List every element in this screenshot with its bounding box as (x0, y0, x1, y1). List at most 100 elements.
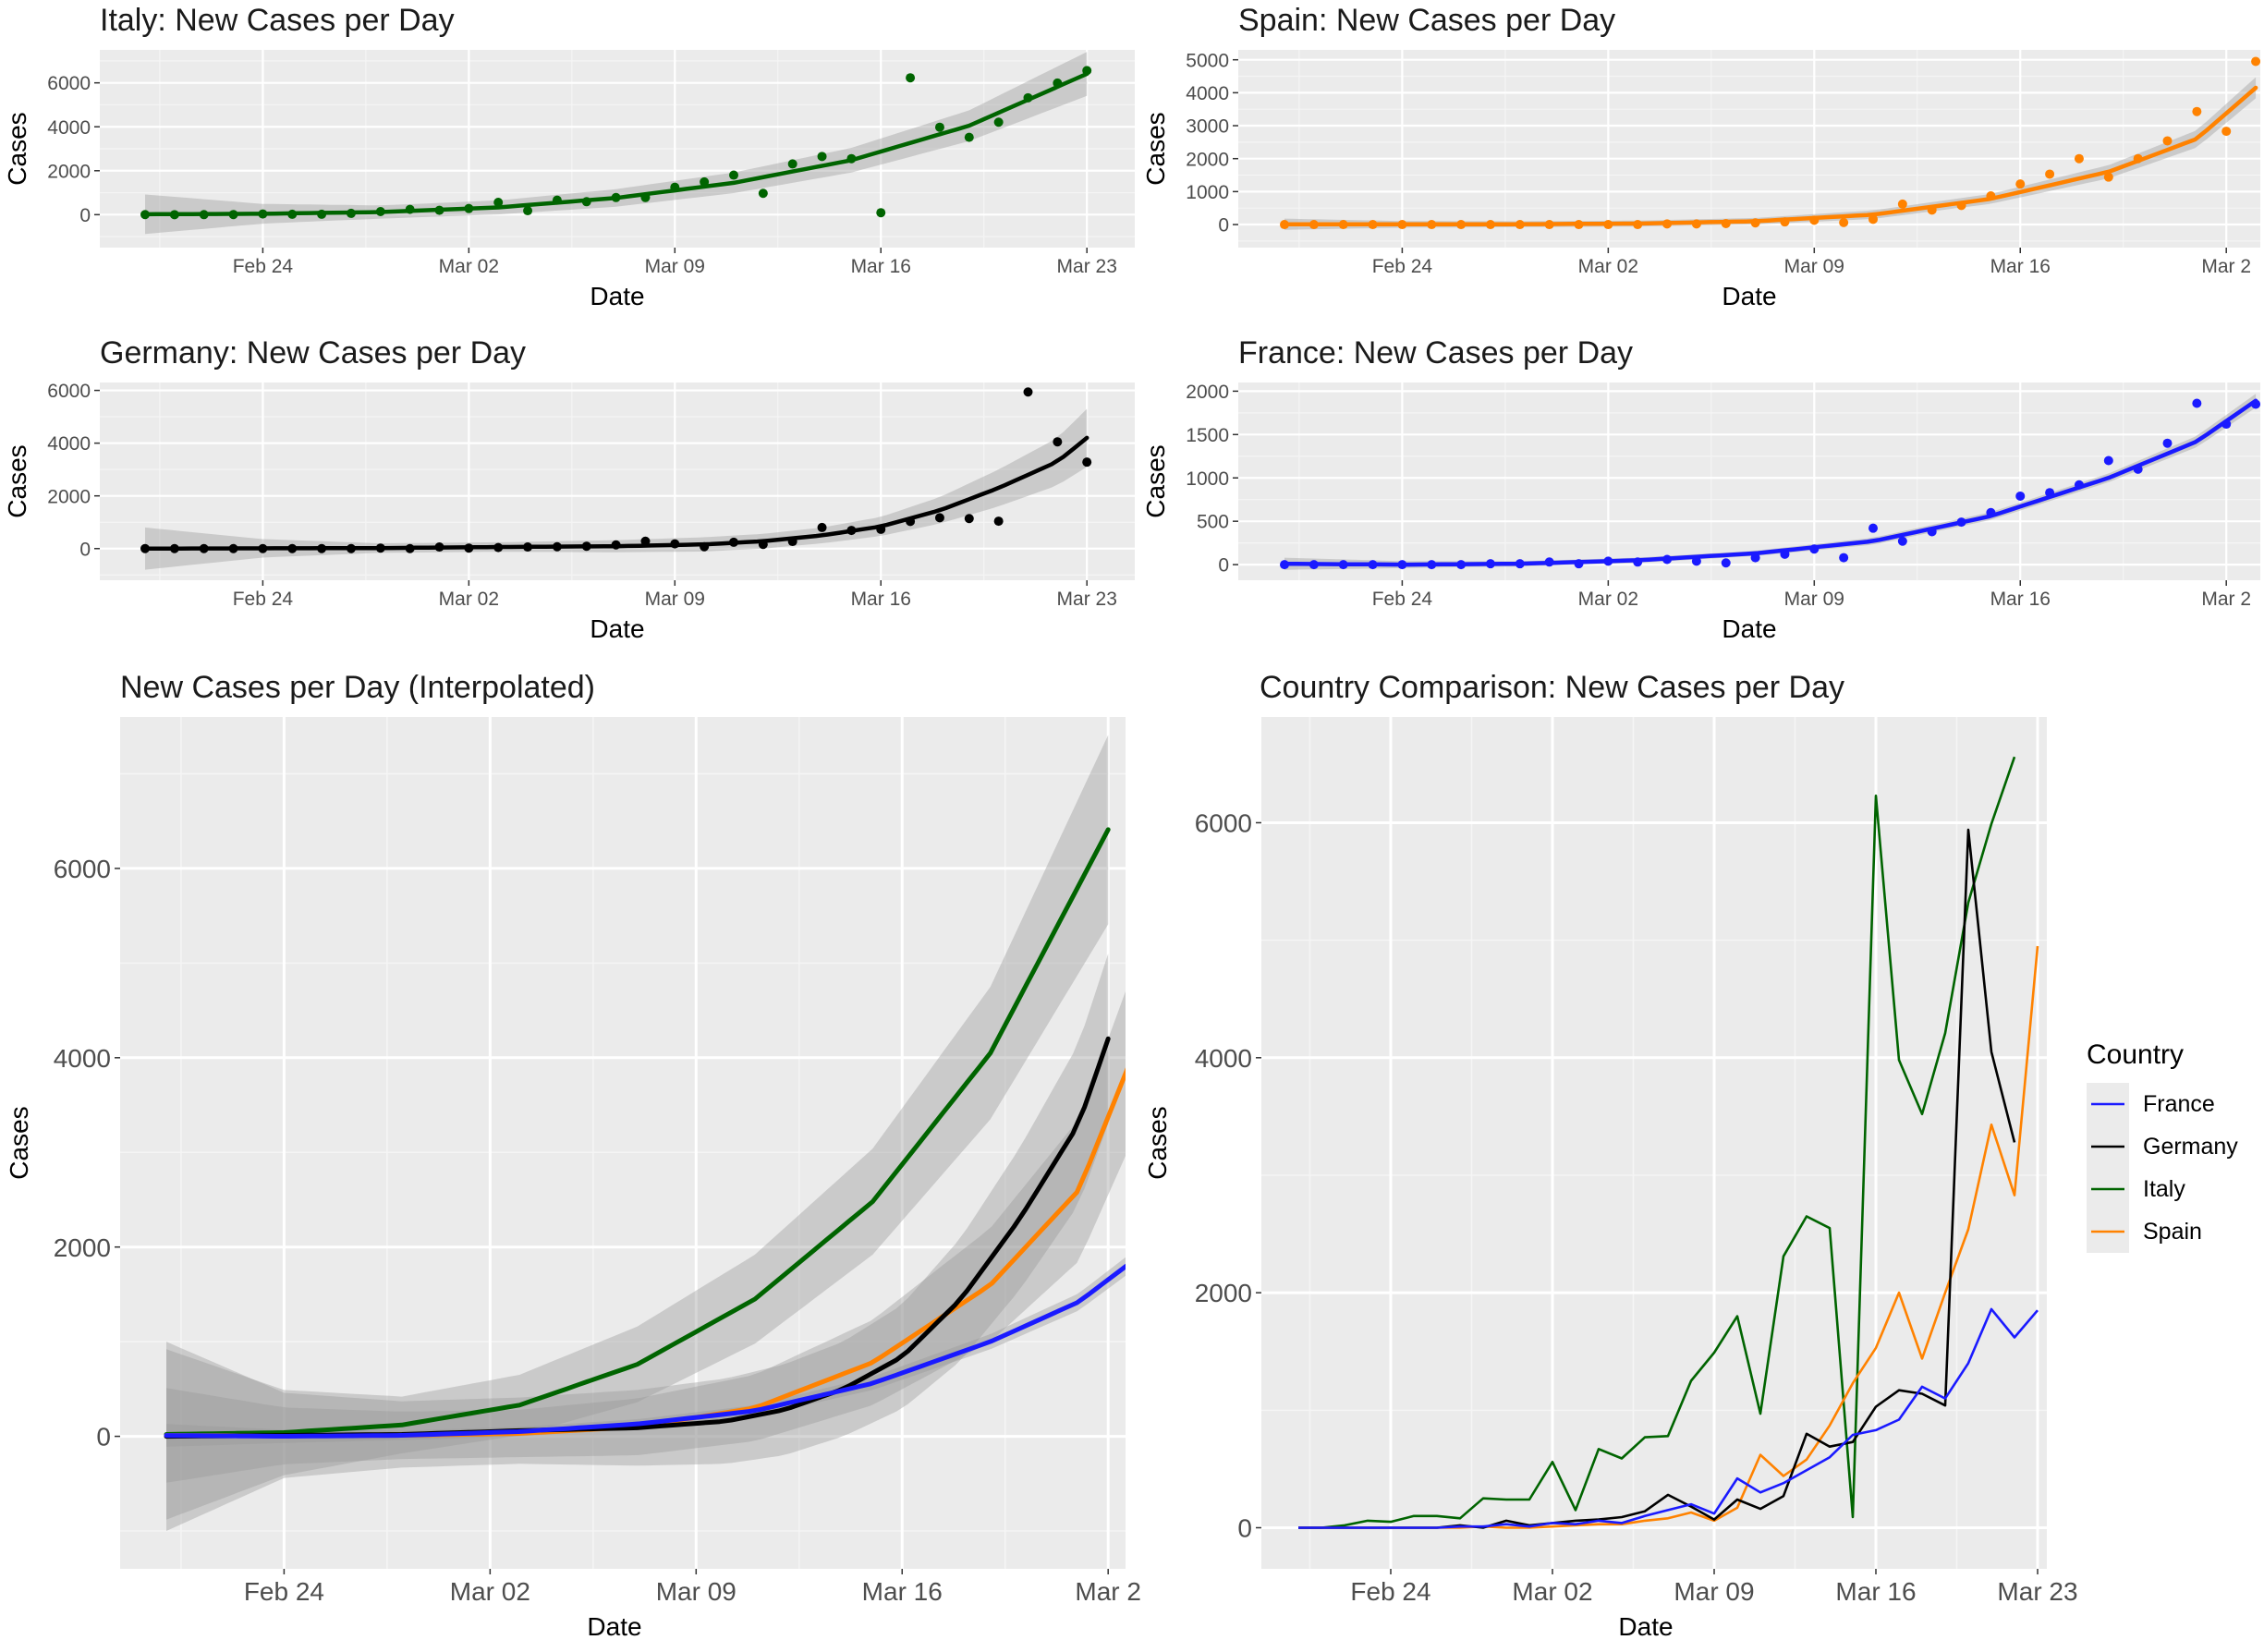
data-point (1839, 553, 1849, 563)
y-tick-label: 2000 (1186, 382, 1229, 403)
y-tick-label: 500 (1197, 512, 1229, 533)
series-line-italy (1298, 756, 2016, 1529)
y-axis-title: Cases (5, 1106, 33, 1179)
y-axis-title: Cases (1141, 112, 1170, 185)
data-point (1023, 387, 1033, 397)
y-tick-label: 2000 (54, 1233, 111, 1262)
data-point (1082, 457, 1092, 468)
x-tick-label: Mar 02 (439, 589, 499, 610)
y-tick-label: 4000 (1195, 1044, 1252, 1073)
y-tick-label: 2000 (1195, 1279, 1252, 1307)
data-point (2103, 456, 2113, 466)
y-tick-label: 0 (79, 539, 91, 560)
x-tick-label: Mar 09 (1784, 256, 1844, 277)
x-tick-label: Mar 09 (645, 256, 705, 277)
y-tick-label: 6000 (47, 73, 91, 94)
plot-area (1298, 756, 2039, 1529)
confidence-band-spain (166, 990, 1126, 1483)
data-point (2162, 438, 2173, 448)
y-axis-title: Cases (3, 444, 31, 517)
data-point (876, 208, 886, 218)
y-axis-title: Cases (3, 112, 31, 185)
y-tick-label: 2000 (1186, 149, 1229, 170)
data-point (2103, 172, 2113, 182)
y-axis-title: Cases (1143, 1106, 1172, 1179)
trend-line (142, 71, 1089, 217)
x-tick-label: Mar 16 (1835, 1577, 1916, 1606)
y-tick-label: 1000 (1186, 182, 1229, 203)
data-point (493, 198, 504, 208)
x-tick-label: Mar 02 (1578, 589, 1638, 610)
x-tick-label: Feb 24 (233, 589, 294, 610)
data-point (993, 516, 1004, 527)
chart-title: Germany: New Cases per Day (100, 335, 526, 370)
data-point (1868, 523, 1878, 533)
chart-panel-spain: Feb 24 Mar 02 Mar 09 Mar 16 Mar 2 0 1000 2000 30… (1141, 3, 2260, 310)
y-axis-title: Cases (1141, 444, 1170, 517)
x-tick-label: Mar 16 (1990, 589, 2051, 610)
y-tick-label: 1000 (1186, 468, 1229, 490)
y-tick-label: 4000 (47, 117, 91, 139)
x-tick-label: Mar 09 (656, 1577, 736, 1606)
x-tick-label: Mar 16 (862, 1577, 943, 1606)
chart-panel-interpolated: Feb 24 Mar 02 Mar 09 Mar 16 Mar 2 0 2000 4000 60… (5, 670, 1141, 1641)
y-tick-label: 3000 (1186, 116, 1229, 138)
x-tick-label: Feb 24 (244, 1577, 324, 1606)
y-tick-label: 2000 (47, 486, 91, 507)
trend-line-italy (164, 827, 1111, 1437)
data-point (2074, 153, 2084, 164)
x-tick-label: Mar 09 (1674, 1577, 1754, 1606)
chart-title: France: New Cases per Day (1238, 335, 1633, 370)
series-line-france (1298, 1307, 2039, 1529)
data-point (2251, 56, 2260, 67)
chart-panel-france: Feb 24 Mar 02 Mar 09 Mar 16 Mar 2 0 500 1000 150… (1141, 335, 2260, 643)
x-tick-label: Mar 2 (2201, 589, 2251, 610)
x-tick-label: Mar 23 (1057, 589, 1117, 610)
data-point (934, 513, 944, 523)
data-point (1897, 199, 1907, 209)
data-point (2015, 179, 2026, 189)
y-tick-label: 4000 (54, 1044, 111, 1073)
data-point (758, 188, 768, 199)
y-tick-label: 0 (1218, 555, 1229, 577)
gridlines (120, 717, 1126, 1569)
trend-line-france (164, 1263, 1126, 1439)
x-tick-label: Mar 23 (1997, 1577, 2077, 1606)
x-tick-label: Mar 16 (1990, 256, 2051, 277)
plot-area (164, 735, 1126, 1531)
y-tick-label: 6000 (1195, 809, 1252, 838)
y-tick-label: 4000 (47, 433, 91, 455)
x-axis-title: Date (590, 282, 644, 310)
plot-background (1238, 383, 2260, 580)
x-tick-label: Mar 02 (439, 256, 499, 277)
y-tick-label: 0 (79, 205, 91, 226)
x-tick-label: Mar 2 (2201, 256, 2251, 277)
y-tick-label: 0 (96, 1423, 111, 1452)
data-point (964, 514, 974, 524)
data-point (523, 206, 533, 216)
y-tick-label: 5000 (1186, 50, 1229, 71)
x-axis-title: Date (1722, 614, 1776, 643)
legend-title: Country (2087, 1039, 2184, 1070)
x-tick-label: Feb 24 (233, 256, 294, 277)
data-point (2192, 398, 2202, 408)
data-point (906, 73, 916, 83)
y-tick-label: 0 (1237, 1514, 1252, 1543)
x-axis-title: Date (590, 614, 644, 643)
data-point (1868, 214, 1878, 225)
chart-panel-italy: Feb 24 Mar 02 Mar 09 Mar 16 Mar 23 0 2000 4000 6… (3, 3, 1135, 310)
x-tick-label: Feb 24 (1372, 256, 1433, 277)
x-tick-label: Mar 02 (450, 1577, 530, 1606)
plot-background (1261, 717, 2047, 1569)
x-axis-title: Date (1618, 1612, 1673, 1641)
trend-line (142, 435, 1089, 552)
data-point (729, 170, 738, 180)
data-point (2162, 136, 2173, 146)
data-point (2015, 491, 2026, 501)
chart-title: Spain: New Cases per Day (1238, 3, 1615, 38)
y-tick-label: 6000 (54, 855, 111, 883)
x-tick-label: Feb 24 (1372, 589, 1433, 610)
data-point (934, 122, 944, 132)
legend-label: France (2143, 1091, 2215, 1117)
legend-label: Germany (2143, 1134, 2238, 1160)
